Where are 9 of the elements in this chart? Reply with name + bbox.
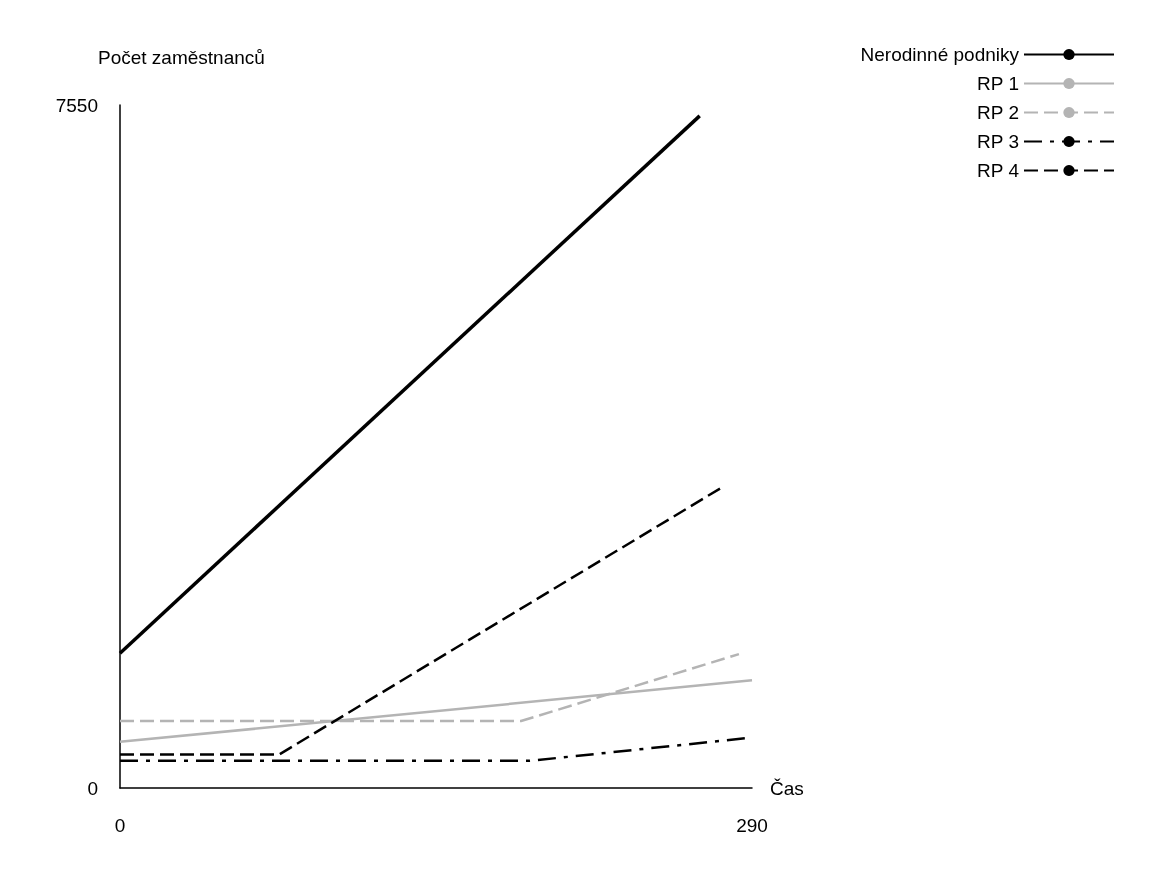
- y-tick-label: 7550: [55, 94, 98, 116]
- legend-label: Nerodinné podniky: [860, 44, 1020, 65]
- legend-label: RP 2: [977, 102, 1019, 123]
- y-axis-title: Počet zaměstnanců: [98, 47, 265, 68]
- x-tick-label: 290: [736, 815, 768, 836]
- legend-label: RP 4: [977, 160, 1020, 181]
- legend-label: RP 1: [977, 73, 1019, 94]
- legend-label: RP 3: [977, 131, 1019, 152]
- x-axis-title: Čas: [770, 777, 804, 799]
